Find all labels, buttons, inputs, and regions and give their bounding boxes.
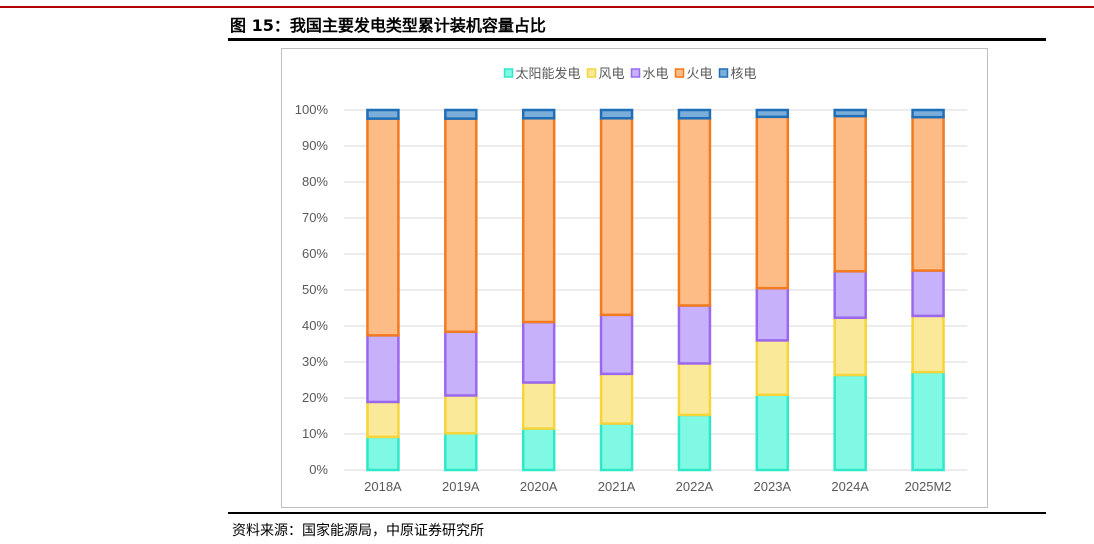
bar-segment-3-3 bbox=[599, 117, 634, 317]
bar-segment-0-6 bbox=[833, 373, 867, 472]
bar-segment-1-4 bbox=[677, 362, 712, 417]
x-tick-label-6: 2024A bbox=[831, 479, 869, 494]
figure-title: 图 15：我国主要发电类型累计装机容量占比 bbox=[230, 16, 546, 35]
bar-segment-4-6 bbox=[833, 108, 867, 118]
bar-segment-4-7 bbox=[911, 108, 945, 119]
bar-segment-2-1 bbox=[444, 330, 478, 397]
legend-swatch-4 bbox=[718, 68, 729, 78]
bar-segment-0-7 bbox=[911, 370, 945, 472]
bar-segment-4-1 bbox=[444, 108, 478, 120]
y-tick-label-0: 0% bbox=[309, 462, 328, 477]
bar-segment-0-0 bbox=[366, 435, 400, 472]
stacked-bar-chart: 0% 10% 20% 30% 40% 50% 60% 70% 80% 90% 100% 2018A 20… bbox=[295, 66, 967, 494]
top-red-rule bbox=[0, 6, 1094, 8]
bar-segment-4-4 bbox=[677, 108, 712, 120]
legend-swatch-3 bbox=[674, 68, 685, 78]
x-tick-label-5: 2023A bbox=[754, 479, 792, 494]
bar-segment-3-2 bbox=[521, 117, 556, 324]
y-tick-label-6: 60% bbox=[302, 246, 328, 261]
legend-swatch-1 bbox=[586, 68, 597, 78]
y-tick-label-8: 80% bbox=[302, 174, 328, 189]
x-tick-label-1: 2019A bbox=[442, 479, 480, 494]
bar-segment-2-6 bbox=[833, 270, 867, 319]
legend-label-3: 火电 bbox=[687, 67, 713, 82]
y-tick-label-7: 70% bbox=[302, 210, 328, 225]
bar-segment-2-4 bbox=[677, 304, 712, 365]
title-rule bbox=[228, 38, 1046, 41]
y-tick-label-10: 100% bbox=[295, 102, 329, 117]
bar-segment-3-4 bbox=[677, 117, 712, 307]
bar-segment-0-2 bbox=[521, 427, 556, 472]
bar-segment-3-0 bbox=[366, 117, 400, 337]
bar-segment-1-6 bbox=[833, 316, 867, 377]
bar-segment-2-0 bbox=[366, 334, 400, 404]
bar-segment-2-3 bbox=[599, 313, 634, 376]
y-tick-label-5: 50% bbox=[302, 282, 328, 297]
y-tick-label-3: 30% bbox=[302, 354, 328, 369]
y-tick-label-4: 40% bbox=[302, 318, 328, 333]
bar-segment-0-5 bbox=[755, 393, 790, 472]
bar-segment-1-0 bbox=[366, 400, 400, 439]
bar-segment-0-4 bbox=[677, 413, 712, 472]
bar-segment-4-0 bbox=[366, 108, 400, 120]
bar-segment-3-7 bbox=[911, 115, 945, 272]
x-tick-label-2: 2020A bbox=[520, 479, 558, 494]
bar-segment-2-5 bbox=[755, 286, 790, 342]
y-tick-label-9: 90% bbox=[302, 138, 328, 153]
y-tick-label-2: 20% bbox=[302, 390, 328, 405]
bar-segment-2-2 bbox=[521, 320, 556, 384]
bar-segment-4-5 bbox=[755, 108, 790, 119]
bar-segment-1-3 bbox=[599, 372, 634, 425]
x-tick-label-3: 2021A bbox=[598, 479, 636, 494]
bar-segment-1-5 bbox=[755, 339, 790, 397]
legend-label-0: 太阳能发电 bbox=[516, 66, 581, 82]
legend-swatch-0 bbox=[503, 68, 514, 78]
bar-segment-0-3 bbox=[599, 422, 634, 472]
y-tick-label-1: 10% bbox=[302, 426, 328, 441]
bar-segment-3-5 bbox=[755, 115, 790, 290]
legend-label-1: 风电 bbox=[599, 67, 625, 82]
bar-segment-4-3 bbox=[599, 108, 634, 120]
bar-segment-3-1 bbox=[444, 117, 478, 334]
x-tick-label-4: 2022A bbox=[676, 479, 714, 494]
bar-segment-2-7 bbox=[911, 269, 945, 318]
x-tick-label-0: 2018A bbox=[364, 479, 402, 494]
chart-frame: 0% 10% 20% 30% 40% 50% 60% 70% 80% 90% 100% 2018A 20… bbox=[281, 48, 988, 508]
bar-segment-3-6 bbox=[833, 114, 867, 273]
legend-swatch-2 bbox=[630, 68, 641, 78]
bottom-rule bbox=[228, 512, 1046, 514]
bar-segment-1-7 bbox=[911, 314, 945, 374]
source-note: 资料来源：国家能源局，中原证券研究所 bbox=[232, 523, 484, 539]
legend-label-2: 水电 bbox=[643, 67, 669, 82]
bar-segment-1-1 bbox=[444, 394, 478, 435]
bar-segment-4-2 bbox=[521, 108, 556, 120]
bar-segment-1-2 bbox=[521, 381, 556, 430]
x-tick-label-7: 2025M2 bbox=[905, 479, 952, 494]
legend-label-4: 核电 bbox=[731, 67, 757, 82]
bar-segment-0-1 bbox=[444, 432, 478, 472]
